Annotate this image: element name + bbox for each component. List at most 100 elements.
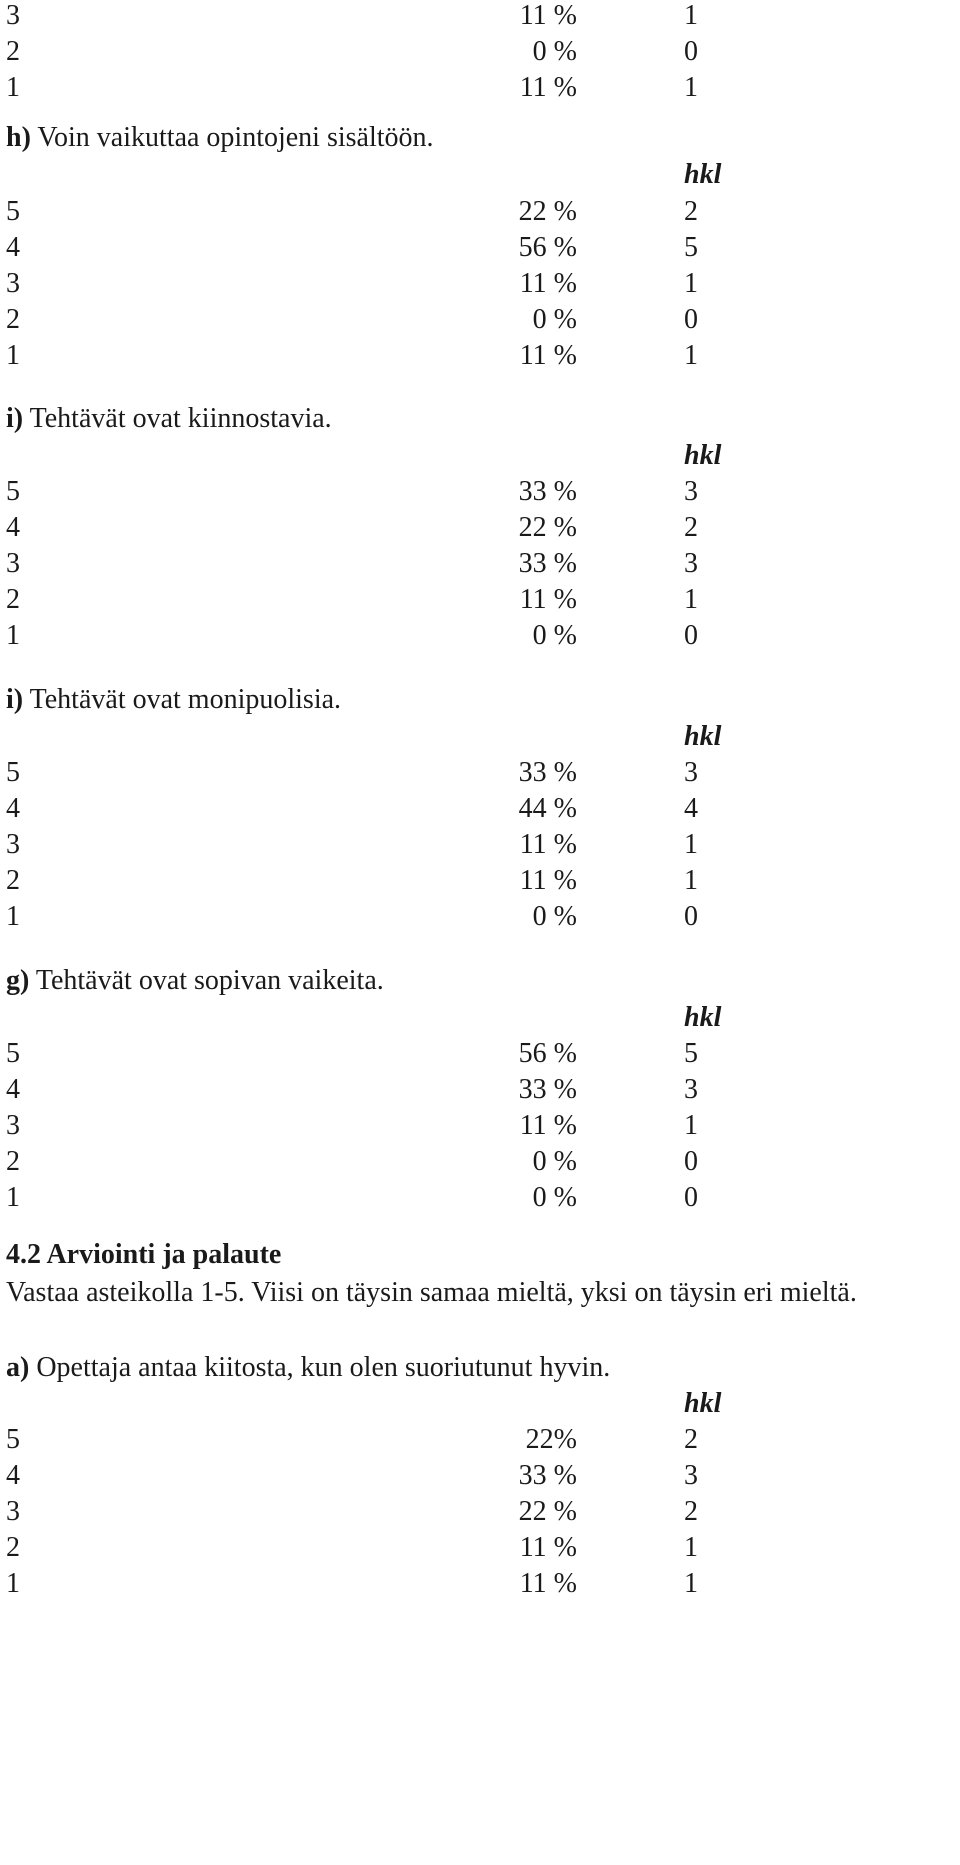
count-value: 3: [684, 757, 698, 788]
scale-value: 3: [6, 829, 20, 860]
section-title: 4.2 Arviointi ja palaute: [6, 1239, 282, 1270]
question-title: g) Tehtävät ovat sopivan vaikeita.: [0, 960, 960, 1002]
table-row: 1 11 % 1: [0, 67, 960, 109]
scale-value: 5: [6, 196, 20, 227]
count-value: 3: [684, 548, 698, 579]
table-row: 2 0 % 0: [0, 299, 960, 341]
percent-value: 0 %: [532, 620, 577, 651]
scale-value: 1: [6, 72, 20, 103]
percent-value: 11 %: [519, 1532, 577, 1563]
scale-value: 3: [6, 0, 20, 31]
scale-value: 5: [6, 1424, 20, 1455]
scale-value: 4: [6, 1460, 20, 1491]
scale-value: 2: [6, 1532, 20, 1563]
count-value: 2: [684, 1496, 698, 1527]
count-value: 4: [684, 793, 698, 824]
count-value: 1: [684, 1568, 698, 1599]
hkl-label: hkl: [684, 1002, 722, 1033]
percent-value: 33 %: [518, 548, 577, 579]
count-value: 0: [684, 1182, 698, 1213]
table-row: 2 11 % 1: [0, 860, 960, 902]
percent-value: 22 %: [518, 1496, 577, 1527]
table-row: 4 44 % 4: [0, 788, 960, 830]
percent-value: 33 %: [518, 1074, 577, 1105]
table-row: 1 11 % 1: [0, 1563, 960, 1605]
question-text: Opettaja antaa kiitosta, kun olen suoriu…: [36, 1352, 611, 1383]
scale-value: 2: [6, 36, 20, 67]
count-value: 3: [684, 1460, 698, 1491]
percent-value: 0 %: [532, 901, 577, 932]
percent-value: 0 %: [532, 1146, 577, 1177]
question-letter: i): [6, 403, 24, 434]
table-row: 1 0 % 0: [0, 1177, 960, 1219]
table-row: 2 11 % 1: [0, 1527, 960, 1569]
percent-value: 0 %: [532, 304, 577, 335]
count-value: 1: [684, 340, 698, 371]
scale-value: 4: [6, 232, 20, 263]
count-value: 0: [684, 304, 698, 335]
scale-value: 2: [6, 304, 20, 335]
column-header: hkl: [0, 435, 960, 477]
count-value: 3: [684, 476, 698, 507]
percent-value: 22 %: [518, 196, 577, 227]
percent-value: 44 %: [518, 793, 577, 824]
scale-value: 3: [6, 1496, 20, 1527]
question-title: i) Tehtävät ovat monipuolisia.: [0, 679, 960, 721]
hkl-label: hkl: [684, 721, 722, 752]
table-row: 3 11 % 1: [0, 824, 960, 866]
question-letter: h): [6, 122, 31, 153]
table-row: 1 11 % 1: [0, 335, 960, 377]
question-title: h) Voin vaikuttaa opintojeni sisältöön.: [0, 117, 960, 159]
question-text: Voin vaikuttaa opintojeni sisältöön.: [37, 122, 434, 153]
table-row: 5 22 % 2: [0, 191, 960, 233]
instruction-text: Vastaa asteikolla 1-5. Viisi on täysin s…: [6, 1277, 857, 1308]
table-row: 4 33 % 3: [0, 1455, 960, 1497]
percent-value: 22%: [525, 1424, 577, 1455]
table-row: 3 11 % 1: [0, 0, 960, 37]
percent-value: 11 %: [519, 1568, 577, 1599]
question-text: Tehtävät ovat sopivan vaikeita.: [35, 965, 384, 996]
table-row: 3 33 % 3: [0, 543, 960, 585]
count-value: 1: [684, 1532, 698, 1563]
question-title: a) Opettaja antaa kiitosta, kun olen suo…: [0, 1347, 960, 1389]
table-row: 1 0 % 0: [0, 615, 960, 657]
scale-value: 2: [6, 584, 20, 615]
scale-value: 2: [6, 1146, 20, 1177]
count-value: 1: [684, 268, 698, 299]
count-value: 1: [684, 72, 698, 103]
table-row: 2 11 % 1: [0, 579, 960, 621]
count-value: 1: [684, 584, 698, 615]
scale-value: 1: [6, 1182, 20, 1213]
question-title: i) Tehtävät ovat kiinnostavia.: [0, 398, 960, 440]
question-letter: g): [6, 965, 30, 996]
column-header: hkl: [0, 154, 960, 196]
scale-value: 5: [6, 476, 20, 507]
count-value: 1: [684, 0, 698, 31]
percent-value: 11 %: [519, 1110, 577, 1141]
count-value: 0: [684, 901, 698, 932]
scale-value: 3: [6, 1110, 20, 1141]
table-row: 5 33 % 3: [0, 752, 960, 794]
section-instruction: Vastaa asteikolla 1-5. Viisi on täysin s…: [0, 1272, 960, 1314]
question-text: Tehtävät ovat kiinnostavia.: [29, 403, 332, 434]
table-row: 4 22 % 2: [0, 507, 960, 549]
scale-value: 4: [6, 1074, 20, 1105]
count-value: 2: [684, 1424, 698, 1455]
count-value: 1: [684, 829, 698, 860]
hkl-label: hkl: [684, 1388, 722, 1419]
scale-value: 4: [6, 793, 20, 824]
percent-value: 0 %: [532, 36, 577, 67]
scale-value: 5: [6, 1038, 20, 1069]
scale-value: 2: [6, 865, 20, 896]
count-value: 1: [684, 865, 698, 896]
table-row: 4 56 % 5: [0, 227, 960, 269]
scale-value: 3: [6, 548, 20, 579]
count-value: 0: [684, 36, 698, 67]
scale-value: 1: [6, 1568, 20, 1599]
table-row: 4 33 % 3: [0, 1069, 960, 1111]
percent-value: 11 %: [519, 268, 577, 299]
hkl-label: hkl: [684, 440, 722, 471]
column-header: hkl: [0, 997, 960, 1039]
table-row: 3 11 % 1: [0, 1105, 960, 1147]
section-heading: 4.2 Arviointi ja palaute: [0, 1234, 960, 1276]
